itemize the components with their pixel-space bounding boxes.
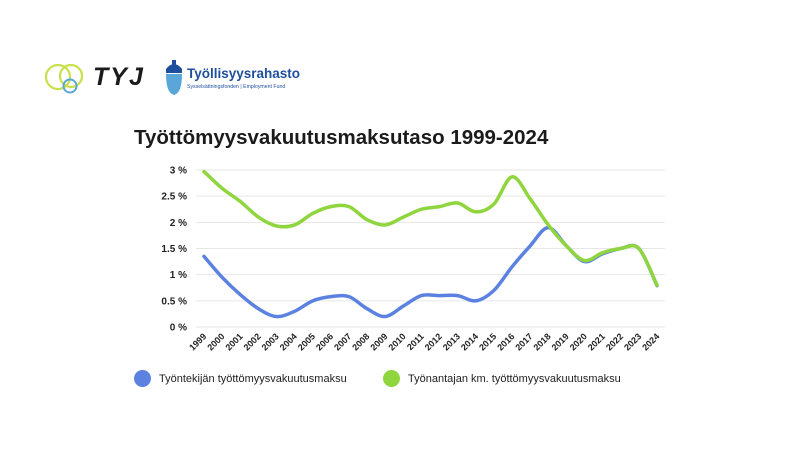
x-tick-label: 2023: [622, 331, 643, 352]
legend-item-employer: Työnantajan km. työttömyysvakuutusmaksu: [383, 370, 621, 387]
y-tick-label: 2 %: [170, 218, 187, 229]
x-tick-label: 2016: [495, 331, 516, 352]
x-tick-label: 2015: [477, 331, 498, 352]
x-tick-label: 2024: [640, 331, 661, 352]
x-tick-label: 2012: [423, 331, 444, 352]
x-tick-label: 2014: [459, 331, 480, 352]
fund-logo-subtitle: Sysselsättningsfonden | Employment Fund: [187, 84, 286, 90]
x-tick-label: 2007: [332, 331, 353, 352]
x-tick-label: 2018: [531, 331, 552, 352]
y-tick-label: 2.5 %: [161, 192, 187, 203]
fund-logo-name: Työllisyysrahasto: [187, 66, 301, 81]
legend-swatch-employer: [383, 370, 400, 387]
x-tick-label: 2010: [386, 331, 407, 352]
x-tick-label: 2005: [296, 331, 317, 352]
logo-bar: TYJ Työllisyysrahasto Sysselsättningsfon…: [0, 0, 800, 110]
acorn-icon: [166, 60, 182, 95]
x-tick-label: 2006: [314, 331, 335, 352]
legend-swatch-employee: [134, 370, 151, 387]
x-tick-label: 2019: [550, 331, 571, 352]
y-tick-label: 1.5 %: [161, 244, 187, 255]
x-tick-label: 2017: [513, 331, 534, 352]
y-tick-label: 0.5 %: [161, 296, 187, 307]
series-line-employer: [202, 169, 659, 287]
y-tick-label: 0 %: [170, 323, 187, 334]
y-tick-label: 3 %: [170, 166, 187, 177]
x-tick-label: 2009: [368, 331, 389, 352]
x-tick-label: 2002: [242, 331, 263, 352]
legend-item-employee: Työntekijän työttömyysvakuutusmaksu: [134, 370, 347, 387]
x-tick-label: 2021: [586, 331, 607, 352]
y-tick-label: 1 %: [170, 270, 187, 281]
x-tick-label: 2022: [604, 331, 625, 352]
series-line-employee: [202, 225, 659, 319]
x-tick-label: 2000: [205, 331, 226, 352]
tyj-logo-icon: [44, 63, 84, 94]
tyj-logo-text: TYJ: [93, 63, 145, 91]
chart-title: Työttömyysvakuutusmaksutaso 1999-2024: [134, 126, 549, 149]
x-tick-label: 2013: [441, 331, 462, 352]
x-tick-label: 2011: [405, 331, 426, 352]
x-tick-label: 2001: [223, 331, 244, 352]
x-tick-label: 2008: [350, 331, 371, 352]
legend-label-employer: Työnantajan km. työttömyysvakuutusmaksu: [408, 372, 621, 385]
x-tick-label: 1999: [187, 331, 208, 352]
legend-label-employee: Työntekijän työttömyysvakuutusmaksu: [159, 372, 347, 385]
x-tick-label: 2020: [568, 331, 589, 352]
x-tick-label: 2004: [278, 331, 299, 352]
x-tick-label: 2003: [260, 331, 281, 352]
